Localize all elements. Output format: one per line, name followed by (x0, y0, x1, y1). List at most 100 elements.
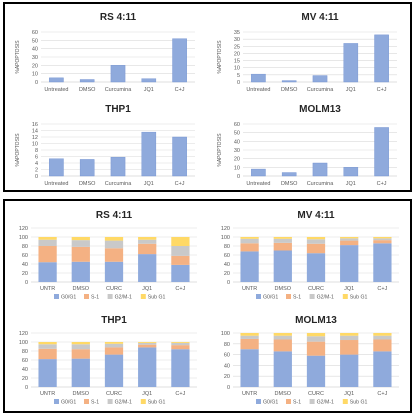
y-tick-label: 0 (237, 174, 240, 180)
segment-sub-g1 (373, 237, 392, 239)
y-tick-label: 80 (224, 244, 230, 250)
segment-s-1 (373, 339, 392, 352)
legend: G0/G1 S-1 G2/M-1 Sub G1 (54, 399, 166, 406)
chart-svg: MOLM13 %APOPTOSIS 0 10 20 30 40 50 60 Untreated DM… (217, 104, 397, 187)
bar-untreated (49, 77, 64, 83)
bar-curcumina (110, 65, 126, 83)
legend-swatch (54, 294, 59, 299)
y-tick-label: 20 (32, 63, 38, 69)
legend-swatch (84, 294, 89, 299)
bar-dmso (281, 80, 297, 83)
y-tick-label: 8 (35, 148, 38, 154)
y-tick-label: 80 (224, 342, 230, 348)
chart-rs411-cellcycle: RS 4:11 0 20 40 60 80 100 120 UNTR DMSO CURC JQ1 C+J… (9, 206, 203, 304)
y-tick-label: 0 (25, 385, 28, 391)
x-tick-label: Curcumina (105, 87, 133, 93)
legend-swatch (256, 294, 261, 299)
y-tick-label: 50 (234, 131, 240, 137)
y-tick-label: 100 (19, 340, 28, 346)
segment-g0-g1 (306, 355, 326, 387)
bar-curcumina (312, 162, 328, 177)
segment-sub-g1 (138, 237, 157, 240)
legend-label: S-1 (293, 295, 301, 301)
y-tick-label: 10 (32, 142, 38, 148)
y-tick-label: 20 (224, 271, 230, 277)
chart-thp1-apoptosis: THP1 %APOPTOSIS 0 2 4 6 8 10 12 14 16 Untreated DMSO… (11, 100, 201, 188)
segment-g0-g1 (38, 359, 57, 387)
legend-label: G2/M-1 (115, 400, 132, 406)
segment-g2-m-1 (306, 336, 326, 342)
y-tick-label: 30 (234, 37, 240, 43)
chart-molm13-cellcycle: MOLM13 0 20 40 60 80 100 UNTR DMSO CURC JQ1 C+J G0/G… (211, 311, 405, 409)
y-tick-label: 20 (224, 374, 230, 380)
segment-g0-g1 (240, 349, 259, 387)
x-tick-label: C+J (175, 286, 185, 292)
x-tick-label: C+J (175, 391, 185, 397)
segment-sub-g1 (138, 342, 157, 343)
segment-s-1 (240, 243, 259, 252)
legend-label: Sub G1 (148, 400, 166, 406)
segment-g0-g1 (373, 351, 392, 387)
segment-s-1 (273, 339, 292, 352)
y-tick-label: 30 (234, 148, 240, 154)
y-tick-label: 120 (19, 226, 28, 232)
segment-g0-g1 (306, 253, 326, 282)
legend-swatch (286, 294, 291, 299)
y-tick-label: 40 (234, 139, 240, 145)
segment-sub-g1 (373, 333, 392, 336)
y-tick-label: 60 (224, 253, 230, 259)
segment-s-1 (71, 246, 90, 262)
chart-mv411-cellcycle: MV 4:11 0 20 40 60 80 100 120 UNTR DMSO CURC JQ1 C+J… (211, 206, 405, 304)
x-tick-label: DMSO (275, 391, 292, 397)
legend: G0/G1 S-1 G2/M-1 Sub G1 (54, 294, 166, 301)
segment-s-1 (306, 341, 326, 356)
y-tick-label: 80 (22, 349, 28, 355)
y-tick-label: 10 (234, 165, 240, 171)
segment-g2-m-1 (240, 335, 259, 339)
legend-swatch (256, 399, 261, 404)
segment-s-1 (340, 340, 359, 355)
y-tick-label: 16 (32, 122, 38, 128)
legend-label: G0/G1 (263, 295, 278, 301)
x-tick-label: CURC (106, 391, 122, 397)
x-tick-label: JQ1 (144, 181, 154, 187)
bar-c-j (172, 38, 187, 83)
segment-s-1 (104, 248, 124, 262)
segment-g0-g1 (273, 351, 292, 387)
segment-s-1 (138, 243, 157, 255)
y-tick-label: 20 (234, 157, 240, 163)
y-tick-label: 20 (22, 271, 28, 277)
bar-jq1 (343, 43, 359, 83)
y-tick-label: 120 (19, 331, 28, 337)
segment-s-1 (138, 344, 157, 348)
segment-sub-g1 (273, 333, 292, 336)
segment-s-1 (171, 345, 190, 350)
y-tick-label: 60 (234, 122, 240, 128)
segment-g0-g1 (138, 254, 157, 282)
y-axis-label: %APOPTOSIS (217, 40, 223, 74)
legend-label: G0/G1 (263, 400, 278, 406)
segment-sub-g1 (71, 342, 90, 345)
y-tick-label: 12 (32, 135, 38, 141)
x-tick-label: DMSO (73, 391, 90, 397)
y-tick-label: 14 (32, 129, 38, 135)
chart-mv411-apoptosis: MV 4:11 %APOPTOSIS 0 5 10 15 20 25 30 35 Untreated… (213, 8, 403, 94)
segment-g2-m-1 (240, 238, 259, 244)
segment-sub-g1 (171, 342, 190, 343)
chart-title: MV 4:11 (297, 210, 335, 221)
chart-svg: MOLM13 0 20 40 60 80 100 UNTR DMSO CURC JQ1 C+J G0/G… (221, 315, 399, 406)
x-tick-label: JQ1 (142, 391, 152, 397)
x-tick-label: C+J (175, 181, 185, 187)
bar-c-j (374, 34, 389, 83)
x-tick-label: DMSO (281, 181, 298, 187)
segment-g2-m-1 (71, 344, 90, 350)
segment-g0-g1 (340, 245, 359, 282)
x-tick-label: JQ1 (142, 286, 152, 292)
segment-g2-m-1 (38, 239, 57, 246)
segment-sub-g1 (306, 237, 326, 240)
segment-sub-g1 (273, 237, 292, 239)
cell-cycle-panel: RS 4:11 0 20 40 60 80 100 120 UNTR DMSO CURC JQ1 C+J… (3, 199, 412, 413)
x-tick-label: DMSO (275, 286, 292, 292)
y-tick-label: 0 (227, 385, 230, 391)
